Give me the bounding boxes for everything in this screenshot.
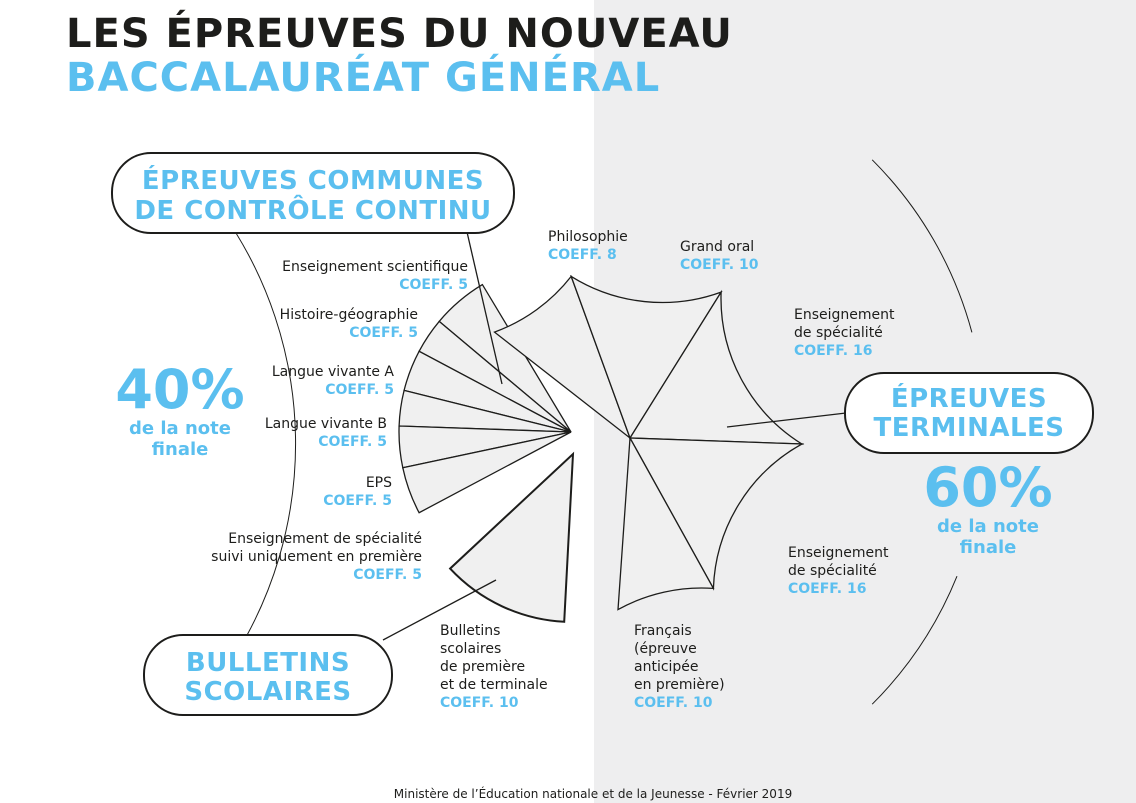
label-coeff: COEFF. 10	[680, 257, 759, 273]
slice-spe-2	[628, 437, 805, 591]
right-outer-arc-bottom	[871, 576, 958, 705]
label-eps: EPS COEFF. 5	[323, 474, 392, 510]
label-grand-oral: Grand oral COEFF. 10	[680, 238, 758, 274]
bulletins-section-box: BULLETINS SCOLAIRES	[143, 634, 393, 716]
right-outer-arc-top	[871, 159, 973, 333]
label-coeff: COEFF. 10	[440, 695, 519, 711]
label-coeff: COEFF. 16	[794, 343, 873, 359]
terminales-line-1: ÉPREUVES	[890, 384, 1048, 414]
label-line-1: Enseignement	[794, 307, 895, 323]
label-coeff: COEFF. 10	[634, 695, 713, 711]
label-philo: Philosophie COEFF. 8	[548, 228, 628, 264]
slice-bulletins	[448, 451, 575, 623]
label-coeff: COEFF. 5	[349, 325, 418, 341]
left-pct-line-1: de la note	[129, 418, 231, 439]
label-spe-1: Enseignement de spécialité COEFF. 16	[794, 306, 895, 360]
ecc-section-box: ÉPREUVES COMMUNES DE CONTRÔLE CONTINU	[111, 152, 515, 234]
label-line-1: Français	[634, 623, 692, 639]
label-coeff: COEFF. 8	[548, 247, 617, 263]
left-outer-arc	[222, 212, 297, 663]
label-coeff: COEFF. 5	[318, 434, 387, 450]
label-text: Langue vivante A	[271, 364, 394, 380]
right-percentage: 60% de la note finale	[908, 456, 1068, 559]
bulletins-line-1: BULLETINS	[185, 648, 351, 678]
label-spe-premiere: Enseignement de spécialité suivi uniquem…	[211, 530, 422, 584]
label-line-2: de spécialité	[794, 325, 883, 341]
leader-bulletins	[382, 579, 497, 641]
label-bulletins: Bulletins scolaires de première et de te…	[440, 622, 548, 712]
ecc-line-1: ÉPREUVES COMMUNES	[141, 166, 485, 196]
bulletins-line-2: SCOLAIRES	[184, 677, 352, 707]
left-pct-line-2: finale	[151, 439, 209, 460]
label-ens-sci: Enseignement scientifique COEFF. 5	[282, 258, 468, 294]
label-coeff: COEFF. 5	[353, 567, 422, 583]
label-text: Langue vivante B	[264, 416, 387, 432]
right-pct-value: 60%	[923, 456, 1053, 519]
slice-philo	[493, 275, 632, 440]
label-line-4: en première)	[634, 677, 725, 693]
terminales-line-2: TERMINALES	[873, 413, 1065, 443]
pie-slices	[398, 274, 805, 623]
left-pct-value: 40%	[115, 358, 245, 421]
title-line-1: LES ÉPREUVES DU NOUVEAU	[66, 11, 733, 57]
leader-terminales	[726, 412, 847, 428]
label-text: Grand oral	[680, 239, 755, 255]
ecc-line-2: DE CONTRÔLE CONTINU	[134, 196, 492, 226]
slice-grand-oral	[569, 274, 723, 440]
label-text: Philosophie	[548, 229, 628, 245]
label-lva: Langue vivante A COEFF. 5	[272, 363, 394, 399]
label-text: Histoire-géographie	[279, 307, 418, 323]
leader-lines	[382, 231, 847, 641]
title-line-2: BACCALAURÉAT GÉNÉRAL	[66, 55, 661, 101]
terminales-section-box: ÉPREUVES TERMINALES	[844, 372, 1094, 454]
label-francais: Français (épreuve anticipée en première)…	[634, 622, 725, 712]
label-line-3: de première	[440, 659, 526, 675]
label-line-4: et de terminale	[440, 677, 548, 693]
label-line-2: scolaires	[440, 641, 502, 657]
label-coeff: COEFF. 5	[325, 382, 394, 398]
leader-ecc	[466, 231, 503, 385]
label-line-2: suivi uniquement en première	[211, 549, 422, 565]
label-text: Enseignement scientifique	[282, 259, 468, 275]
label-line-2: (épreuve	[634, 641, 697, 657]
right-pct-line-1: de la note	[937, 516, 1039, 537]
left-percentage: 40% de la note finale	[100, 358, 260, 461]
label-spe-2: Enseignement de spécialité COEFF. 16	[788, 544, 889, 598]
label-line-3: anticipée	[634, 659, 699, 675]
label-coeff: COEFF. 5	[323, 493, 392, 509]
label-lvb: Langue vivante B COEFF. 5	[265, 415, 387, 451]
slice-spe-1	[628, 289, 805, 445]
label-hist-geo: Histoire-géographie COEFF. 5	[280, 306, 418, 342]
label-line-2: de spécialité	[788, 563, 877, 579]
label-coeff: COEFF. 16	[788, 581, 867, 597]
label-line-1: Enseignement de spécialité	[228, 531, 422, 547]
slice-spe-premiere	[402, 431, 572, 514]
label-coeff: COEFF. 5	[399, 277, 468, 293]
footer-credit: Ministère de l’Éducation nationale et de…	[393, 787, 793, 801]
right-pct-line-2: finale	[959, 537, 1017, 558]
label-line-1: Bulletins	[440, 623, 501, 639]
slice-francais	[617, 435, 715, 611]
outer-arcs	[222, 159, 973, 705]
label-line-1: Enseignement	[788, 545, 889, 561]
label-text: EPS	[365, 475, 392, 491]
